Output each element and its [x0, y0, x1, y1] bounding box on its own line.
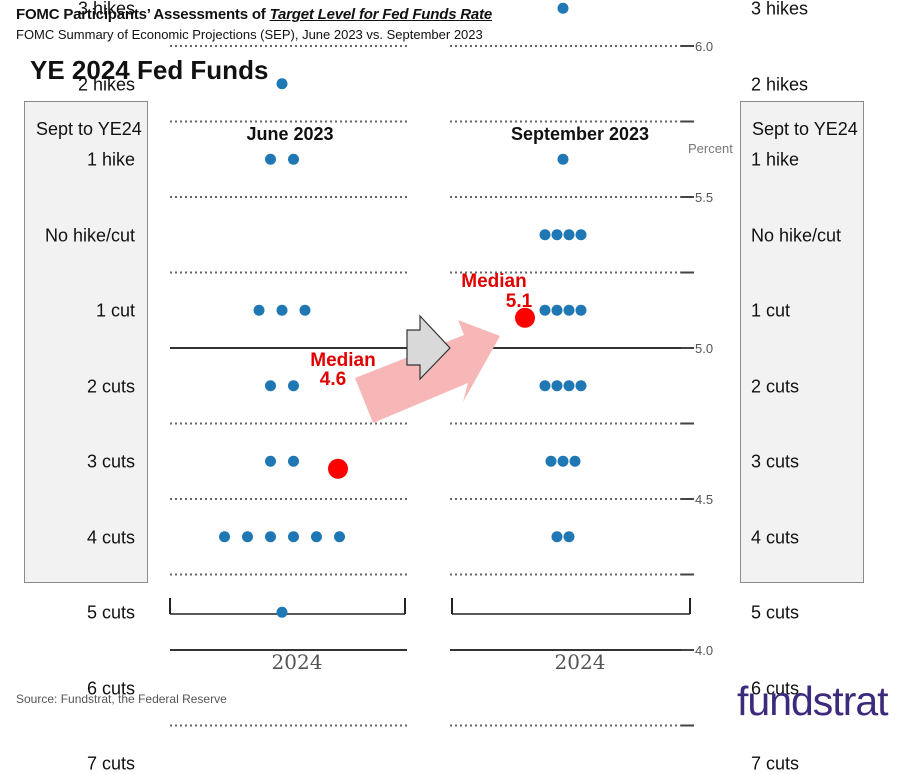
projection-dot — [219, 531, 230, 543]
y-axis-title: Percent — [688, 141, 733, 156]
right-side-label: 3 hikes — [751, 0, 809, 19]
median-value: 5.1 — [506, 291, 533, 312]
projection-dot — [265, 380, 276, 392]
y-axis-tick-label: 5.0 — [695, 341, 713, 356]
header-title-emphasis: Target Level for Fed Funds Rate — [269, 6, 493, 23]
projection-dot — [334, 531, 345, 543]
left-side-label: 5 cuts — [86, 602, 135, 623]
projection-dot — [276, 304, 288, 316]
left-side-label: 3 hikes — [77, 0, 135, 19]
projection-dot — [551, 304, 563, 316]
left-side-label: 2 cuts — [86, 376, 135, 397]
left-side-label: 4 cuts — [86, 527, 135, 548]
projection-dot — [242, 531, 253, 543]
left-side-label: 1 cut — [95, 300, 135, 321]
right-side-label: 1 hike — [751, 149, 800, 170]
right-side-label: 5 cuts — [751, 602, 800, 623]
median-label: Median — [461, 271, 526, 292]
y-axis-tick-label: 6.0 — [695, 39, 713, 54]
projection-dot — [551, 380, 563, 392]
projection-dot — [299, 304, 311, 316]
projection-dot — [288, 455, 299, 467]
projection-dot — [575, 229, 587, 241]
projection-dot — [557, 153, 569, 165]
left-side-label: 7 cuts — [86, 753, 135, 774]
projection-dot — [551, 229, 563, 241]
right-side-label: No hike/cut — [751, 225, 842, 246]
header-title-prefix: FOMC Participants’ Assessments of — [16, 6, 270, 23]
projection-dot — [539, 229, 551, 241]
header-title: FOMC Participants’ Assessments of Target… — [16, 6, 492, 23]
projection-dot — [539, 304, 551, 316]
panel-title-june: June 2023 — [246, 124, 334, 144]
median-marker — [328, 458, 348, 479]
right-side-label: 4 cuts — [751, 527, 800, 548]
x-axis-year-label: 2024 — [555, 650, 606, 674]
x-axis-year-label: 2024 — [272, 650, 323, 674]
right-side-label: 6 cuts — [751, 678, 800, 699]
median-label: Median — [310, 350, 375, 371]
projection-dot — [288, 380, 299, 392]
left-side-label: No hike/cut — [44, 225, 135, 246]
projection-dot — [575, 304, 587, 316]
median-value: 4.6 — [320, 369, 346, 390]
projection-dot — [563, 229, 575, 241]
left-side-label: 2 hikes — [77, 74, 135, 95]
projection-dot — [557, 455, 569, 467]
projection-dot — [545, 455, 557, 467]
projection-dot — [288, 531, 299, 543]
left-side-label: 3 cuts — [86, 451, 135, 472]
right-side-label: 2 cuts — [751, 376, 800, 397]
left-side-label: 1 hike — [86, 149, 135, 170]
fundstrat-logo: fundstrat — [737, 678, 889, 724]
right-side-label: 2 hikes — [751, 74, 809, 95]
main-title: YE 2024 Fed Funds — [30, 55, 269, 85]
left-box-header: Sept to YE24 — [36, 119, 142, 139]
median-marker — [515, 307, 535, 328]
projection-dot — [557, 2, 569, 14]
projection-dot — [276, 606, 288, 618]
rate-current-arrow — [406, 314, 451, 381]
left-label-box: Sept to YE24 3 hikes 2 hikes 1 hike No hike… — [24, 0, 148, 774]
projection-dot — [563, 380, 575, 392]
projection-dot — [253, 304, 265, 316]
right-side-label: 3 cuts — [751, 451, 800, 472]
right-label-box: Sept to YE24 3 hikes 2 hikes 1 hike No hike… — [740, 0, 864, 774]
projection-dot — [288, 153, 299, 165]
y-axis-tick-label: 4.5 — [695, 492, 713, 507]
projection-dot — [563, 531, 575, 543]
projection-dot — [265, 531, 276, 543]
right-side-label: 1 cut — [751, 300, 791, 321]
projection-dot — [575, 380, 587, 392]
y-axis-tick-label: 4.0 — [695, 643, 713, 658]
projection-dot — [311, 531, 322, 543]
header-subtitle: FOMC Summary of Economic Projections (SE… — [16, 27, 483, 42]
projection-dot — [539, 380, 551, 392]
right-box-header: Sept to YE24 — [752, 119, 858, 139]
y-axis-tick-label: 5.5 — [695, 190, 713, 205]
projection-dot — [265, 455, 276, 467]
projection-dot — [276, 78, 288, 90]
panel-title-september: September 2023 — [510, 124, 650, 144]
projection-dot — [551, 531, 563, 543]
projection-dot — [563, 304, 575, 316]
right-side-label: 7 cuts — [751, 753, 800, 774]
projection-dot — [265, 153, 276, 165]
left-side-label: 6 cuts — [86, 678, 135, 699]
source-note: Source: Fundstrat, the Federal Reserve — [16, 692, 227, 706]
projection-dot — [569, 455, 581, 467]
dot-plot-chart: 202420243.54.04.55.05.56.0PercentMedian4… — [169, 2, 733, 727]
